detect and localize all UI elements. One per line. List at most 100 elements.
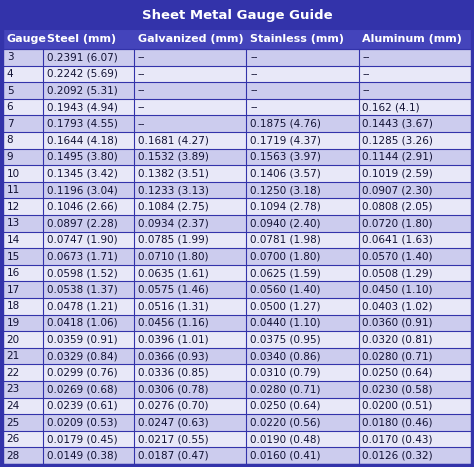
Text: Aluminum (mm): Aluminum (mm): [363, 34, 462, 44]
Text: 0.0440 (1.10): 0.0440 (1.10): [250, 318, 320, 328]
Text: 0.0396 (1.01): 0.0396 (1.01): [138, 334, 209, 345]
Bar: [3, 381, 471, 397]
Bar: [3, 198, 471, 215]
Text: 4: 4: [7, 69, 13, 79]
Text: 6: 6: [7, 102, 13, 112]
Text: 0.1943 (4.94): 0.1943 (4.94): [46, 102, 118, 112]
Bar: [3, 182, 471, 198]
Bar: [3, 431, 471, 447]
Text: 0.0280 (0.71): 0.0280 (0.71): [250, 384, 320, 394]
Text: 0.1875 (4.76): 0.1875 (4.76): [250, 119, 321, 129]
Text: 0.1233 (3.13): 0.1233 (3.13): [138, 185, 209, 195]
Text: 0.0641 (1.63): 0.0641 (1.63): [363, 235, 433, 245]
Text: 0.0907 (2.30): 0.0907 (2.30): [363, 185, 433, 195]
Text: 8: 8: [7, 135, 13, 145]
Text: 0.0209 (0.53): 0.0209 (0.53): [46, 417, 117, 427]
Text: 0.1443 (3.67): 0.1443 (3.67): [363, 119, 433, 129]
Text: 10: 10: [7, 169, 20, 178]
Text: --: --: [138, 85, 146, 95]
Text: 0.0598 (1.52): 0.0598 (1.52): [46, 268, 117, 278]
Text: 0.2391 (6.07): 0.2391 (6.07): [46, 52, 117, 62]
Text: 0.0329 (0.84): 0.0329 (0.84): [46, 351, 117, 361]
Bar: [3, 298, 471, 315]
Text: 0.0250 (0.64): 0.0250 (0.64): [363, 368, 433, 378]
Text: Stainless (mm): Stainless (mm): [250, 34, 344, 44]
Text: 19: 19: [7, 318, 20, 328]
Bar: [3, 49, 471, 65]
Text: 0.0934 (2.37): 0.0934 (2.37): [138, 218, 209, 228]
Text: 0.0747 (1.90): 0.0747 (1.90): [46, 235, 117, 245]
Text: 18: 18: [7, 301, 20, 311]
Text: Galvanized (mm): Galvanized (mm): [138, 34, 244, 44]
Text: 9: 9: [7, 152, 13, 162]
Text: 0.2242 (5.69): 0.2242 (5.69): [46, 69, 118, 79]
Text: --: --: [250, 52, 257, 62]
Text: 26: 26: [7, 434, 20, 444]
Bar: [3, 364, 471, 381]
Text: 0.0149 (0.38): 0.0149 (0.38): [46, 451, 117, 461]
Text: 0.0187 (0.47): 0.0187 (0.47): [138, 451, 209, 461]
Text: 0.0940 (2.40): 0.0940 (2.40): [250, 218, 320, 228]
Text: 20: 20: [7, 334, 20, 345]
Text: --: --: [138, 52, 146, 62]
Text: 0.0538 (1.37): 0.0538 (1.37): [46, 285, 117, 295]
Text: 24: 24: [7, 401, 20, 411]
Bar: [3, 29, 471, 49]
Bar: [3, 149, 471, 165]
Text: 0.1144 (2.91): 0.1144 (2.91): [363, 152, 433, 162]
Text: 0.1196 (3.04): 0.1196 (3.04): [46, 185, 117, 195]
Text: 0.0808 (2.05): 0.0808 (2.05): [363, 202, 433, 212]
Text: 0.1094 (2.78): 0.1094 (2.78): [250, 202, 321, 212]
Text: 0.0710 (1.80): 0.0710 (1.80): [138, 252, 208, 262]
Text: 0.1532 (3.89): 0.1532 (3.89): [138, 152, 209, 162]
Text: 0.0720 (1.80): 0.0720 (1.80): [363, 218, 433, 228]
Text: 0.0306 (0.78): 0.0306 (0.78): [138, 384, 208, 394]
Text: 3: 3: [7, 52, 13, 62]
Text: 0.0340 (0.86): 0.0340 (0.86): [250, 351, 320, 361]
Text: 17: 17: [7, 285, 20, 295]
Text: --: --: [138, 69, 146, 79]
Text: 0.0360 (0.91): 0.0360 (0.91): [363, 318, 433, 328]
Text: 0.0250 (0.64): 0.0250 (0.64): [250, 401, 320, 411]
Bar: [3, 232, 471, 248]
Text: 0.0635 (1.61): 0.0635 (1.61): [138, 268, 209, 278]
Text: 0.0375 (0.95): 0.0375 (0.95): [250, 334, 321, 345]
Text: 0.0310 (0.79): 0.0310 (0.79): [250, 368, 320, 378]
Bar: [3, 99, 471, 115]
Text: 14: 14: [7, 235, 20, 245]
Text: 0.0359 (0.91): 0.0359 (0.91): [46, 334, 117, 345]
Text: 7: 7: [7, 119, 13, 129]
Text: 0.0781 (1.98): 0.0781 (1.98): [250, 235, 321, 245]
Bar: [3, 3, 471, 29]
Bar: [3, 248, 471, 265]
Text: 0.0276 (0.70): 0.0276 (0.70): [138, 401, 208, 411]
Text: 0.2092 (5.31): 0.2092 (5.31): [46, 85, 117, 95]
Text: 0.0160 (0.41): 0.0160 (0.41): [250, 451, 320, 461]
Text: 0.1382 (3.51): 0.1382 (3.51): [138, 169, 209, 178]
Text: 0.0575 (1.46): 0.0575 (1.46): [138, 285, 209, 295]
Text: 0.1495 (3.80): 0.1495 (3.80): [46, 152, 117, 162]
Text: 11: 11: [7, 185, 20, 195]
Text: 0.1046 (2.66): 0.1046 (2.66): [46, 202, 117, 212]
Bar: [3, 65, 471, 82]
Bar: [3, 82, 471, 99]
Text: 0.0239 (0.61): 0.0239 (0.61): [46, 401, 117, 411]
Text: 28: 28: [7, 451, 20, 461]
Text: 0.0478 (1.21): 0.0478 (1.21): [46, 301, 117, 311]
Bar: [3, 447, 471, 464]
Bar: [3, 282, 471, 298]
Text: 0.0500 (1.27): 0.0500 (1.27): [250, 301, 320, 311]
Text: --: --: [363, 85, 370, 95]
Text: 5: 5: [7, 85, 13, 95]
Text: Sheet Metal Gauge Guide: Sheet Metal Gauge Guide: [142, 9, 332, 22]
Text: 25: 25: [7, 417, 20, 427]
Text: --: --: [250, 102, 257, 112]
Text: 0.0320 (0.81): 0.0320 (0.81): [363, 334, 433, 345]
Bar: [3, 414, 471, 431]
Text: 0.0700 (1.80): 0.0700 (1.80): [250, 252, 320, 262]
Text: 0.0403 (1.02): 0.0403 (1.02): [363, 301, 433, 311]
Text: 0.0299 (0.76): 0.0299 (0.76): [46, 368, 117, 378]
Text: 22: 22: [7, 368, 20, 378]
Text: Steel (mm): Steel (mm): [46, 34, 116, 44]
Bar: [3, 348, 471, 364]
